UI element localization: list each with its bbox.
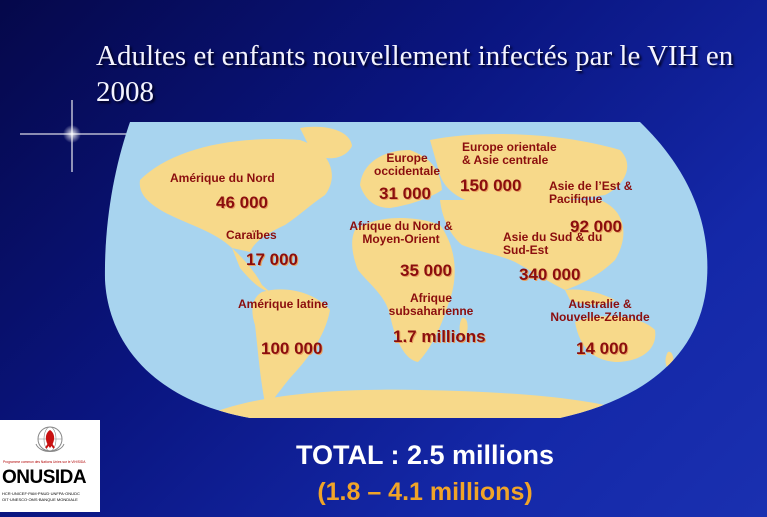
land-asia [440, 200, 624, 290]
region-label-eastern-europe: Europe orientale & Asie centrale [462, 140, 557, 167]
slide-title: Adultes et enfants nouvellement infectés… [96, 40, 734, 108]
land-southeast-asia [565, 289, 615, 305]
land-madagascar [459, 317, 468, 340]
total-range: (1.8 – 4.1 millions) [317, 478, 533, 506]
region-label-north-africa: Afrique du Nord & Moyen-Orient [349, 219, 453, 246]
logo-name: ONUSIDA [2, 467, 87, 488]
land-south-america [252, 289, 330, 408]
unaids-emblem-icon [35, 426, 65, 452]
region-value-east-asia: 92 000 [570, 217, 622, 236]
region-value-subsaharan-africa: 1.7 millions [393, 327, 486, 346]
land-europe [360, 150, 442, 208]
total-new-infections: TOTAL : 2.5 millions [295, 440, 555, 470]
logo-sponsors-line-2: OIT·UNESCO·OMS·BANQUE MONDIALE [2, 497, 78, 502]
region-value-oceania: 14 000 [576, 339, 628, 358]
land-australia [575, 316, 656, 362]
region-value-north-africa: 35 000 [400, 261, 452, 280]
logo-sponsors-line-1: HCR·UNICEF·PAM·PNUD·UNFPA·ONUDC [2, 491, 80, 496]
region-value-south-asia: 340 000 [519, 265, 581, 284]
region-value-caribbean: 17 000 [246, 250, 298, 269]
onusida-logo: Programme commun des Nations Unies sur l… [0, 420, 100, 512]
region-value-latin-america: 100 000 [261, 339, 323, 358]
land-greenland [300, 126, 352, 159]
region-label-latin-america: Amérique latine [238, 297, 329, 311]
region-label-south-asia: Asie du Sud & du Sud-Est [503, 230, 603, 257]
region-label-north-america: Amérique du Nord [170, 171, 275, 185]
land-new-zealand [665, 351, 674, 370]
land-central-america [232, 248, 270, 292]
land-north-america [139, 139, 332, 252]
region-value-north-america: 46 000 [216, 193, 268, 212]
region-value-eastern-europe: 150 000 [460, 176, 522, 195]
land-north-asia [430, 134, 628, 205]
region-label-subsaharan-africa: Afrique subsaharienne [388, 291, 474, 318]
region-label-east-asia: Asie de l’Est & Pacifique [549, 179, 633, 206]
land-antarctica [200, 389, 650, 418]
land-africa [352, 218, 455, 362]
region-label-caribbean: Caraïbes [226, 228, 277, 242]
region-label-western-europe: Europe occidentale [373, 151, 441, 178]
region-label-oceania: Australie & Nouvelle-Zélande [550, 297, 650, 324]
logo-tagline: Programme commun des Nations Unies sur l… [3, 460, 86, 464]
region-value-western-europe: 31 000 [379, 184, 431, 203]
